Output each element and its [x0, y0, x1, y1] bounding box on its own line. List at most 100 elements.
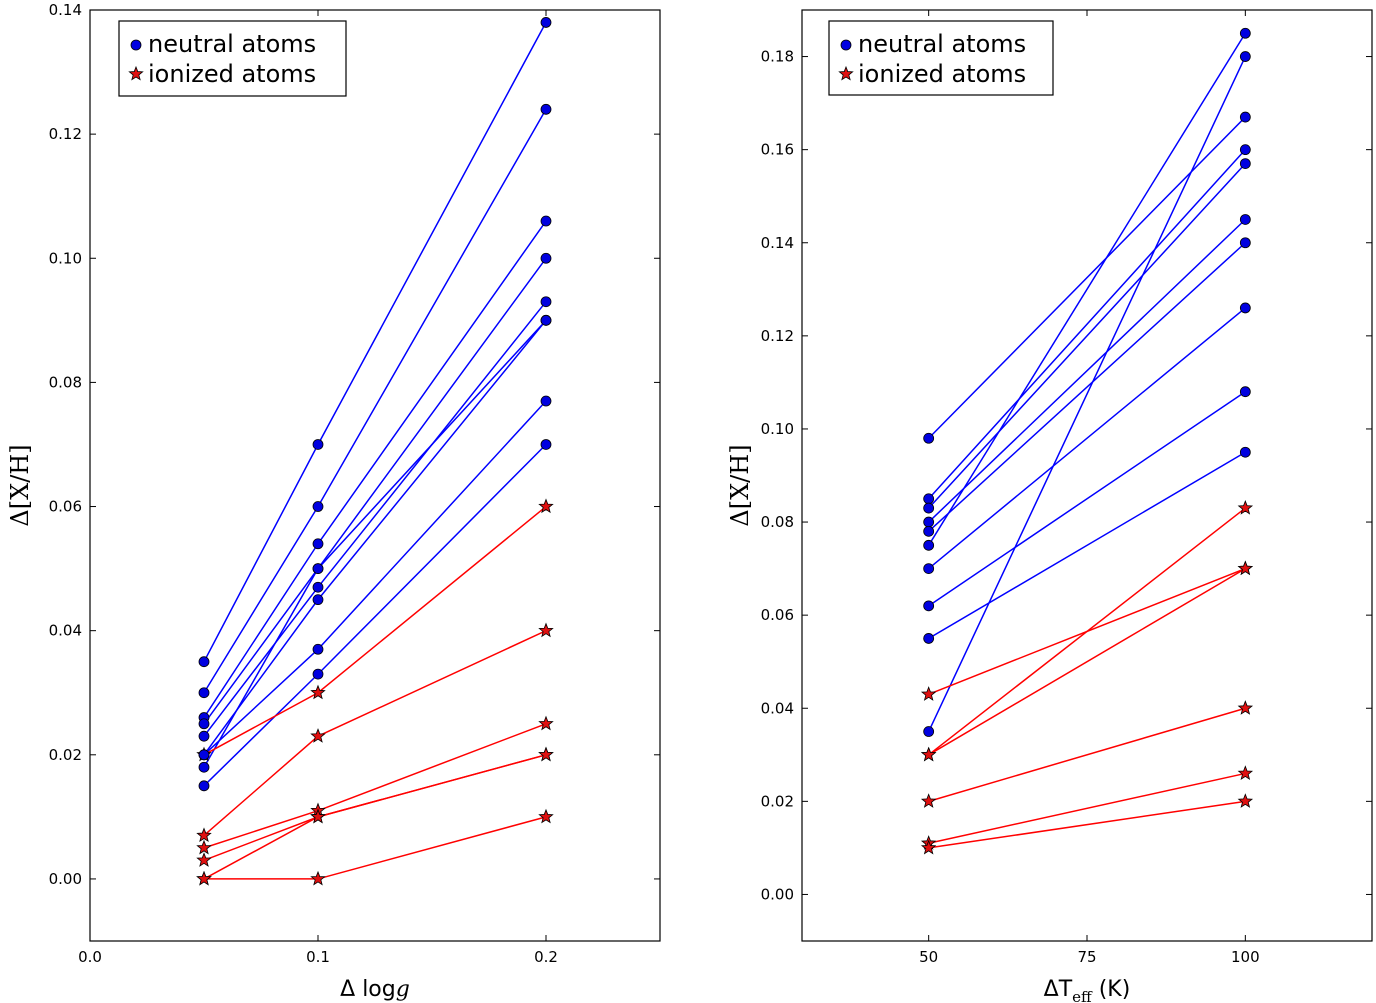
neutral-point: [923, 539, 935, 551]
ionized-point: [538, 622, 554, 638]
neutral-point: [312, 538, 324, 550]
neutral-point: [198, 780, 210, 792]
legend-ionized-label: ionized atoms: [858, 60, 1026, 88]
ionized-point: [196, 870, 212, 886]
neutral-point: [312, 594, 324, 606]
neutral-point: [540, 439, 552, 450]
legend-neutral-marker: [840, 39, 852, 51]
neutral-point: [540, 296, 552, 308]
y-tick-label: 0.18: [761, 48, 794, 66]
neutral-point: [540, 314, 552, 326]
legend-neutral-label: neutral atoms: [148, 30, 316, 58]
y-tick-label: 0.10: [49, 249, 82, 267]
y-tick-label: 0.04: [761, 699, 794, 717]
ionized-point: [310, 684, 326, 700]
x-axis-label-main: ΔT: [1044, 977, 1073, 1002]
x-axis-label-sub: eff: [1072, 988, 1093, 1003]
ionized-series-line: [928, 800, 1246, 849]
neutral-point: [1239, 51, 1251, 62]
ionized-point: [1237, 765, 1254, 780]
ionized-point: [1237, 793, 1254, 808]
ionized-series-line: [203, 754, 547, 862]
neutral-series-line: [203, 220, 547, 718]
ionized-point: [1237, 700, 1254, 715]
y-tick-label: 0.12: [49, 125, 82, 143]
ionized-point: [196, 827, 212, 843]
neutral-series-line: [928, 218, 1246, 523]
y-tick-label: 0.08: [761, 513, 794, 531]
y-axis-label: Δ[X/H]: [6, 444, 34, 526]
x-tick-label: 100: [1231, 948, 1260, 966]
ionized-point: [538, 715, 554, 731]
right-panel-teff: 0.00 0.02 0.04 0.06 0.08 0.10 0.12 0.14 0.16 0.18…: [726, 9, 1373, 1003]
neutral-series-line: [928, 116, 1246, 439]
neutral-point: [312, 581, 324, 593]
ionized-series-line: [203, 629, 547, 837]
y-tick-label: 0.08: [49, 373, 82, 391]
legend-box: [118, 20, 347, 97]
legend-ionized-label: ionized atoms: [148, 60, 316, 88]
ionized-series-line: [204, 816, 547, 880]
neutral-point: [1239, 386, 1251, 398]
x-axis-label: Δ logg: [340, 977, 410, 1002]
y-tick-label: 0.04: [49, 622, 82, 640]
y-tick-label: 0.00: [761, 885, 794, 903]
ionized-point: [196, 839, 212, 855]
x-tick-label: 0.1: [306, 948, 330, 966]
neutral-point: [1239, 111, 1251, 123]
neutral-point: [198, 718, 210, 730]
x-tick-label: 50: [919, 948, 938, 966]
neutral-series-line: [928, 149, 1246, 500]
neutral-point: [923, 563, 935, 574]
neutral-series-line: [203, 22, 547, 663]
neutral-point: [540, 395, 552, 407]
ionized-point: [920, 746, 937, 762]
neutral-series-line: [928, 242, 1246, 532]
neutral-point: [923, 493, 935, 505]
y-tick-label: 0.16: [761, 141, 794, 159]
ionized-series-line: [928, 567, 1246, 756]
neutral-point: [923, 633, 935, 644]
legend-neutral-marker: [130, 39, 142, 51]
axes-frame: [89, 9, 661, 942]
neutral-series-line: [203, 443, 547, 787]
y-tick-label: 0.06: [49, 498, 82, 516]
neutral-point: [923, 516, 935, 528]
neutral-point: [1239, 302, 1251, 314]
ionized-series-line: [928, 707, 1246, 803]
y-tick-label: 0.02: [49, 746, 82, 764]
neutral-series-line: [203, 319, 547, 756]
ionized-point: [310, 870, 326, 886]
neutral-point: [923, 502, 935, 514]
neutral-point: [1239, 214, 1251, 225]
left-panel-logg: 0.00 0.02 0.04 0.06 0.08 0.10 0.12 0.14 0.0 0.1 0.…: [6, 1, 661, 1002]
y-tick-label: 0.10: [761, 420, 794, 438]
neutral-point: [312, 668, 324, 680]
legend-box: [828, 20, 1054, 96]
ionized-point: [538, 498, 554, 514]
neutral-point: [540, 252, 552, 264]
ionized-point: [1237, 560, 1254, 576]
ionized-series-line: [203, 505, 547, 756]
neutral-series-line: [928, 32, 1246, 546]
neutral-point: [312, 501, 324, 512]
neutral-point: [198, 687, 210, 699]
ionized-point: [920, 793, 937, 808]
neutral-point: [540, 103, 552, 115]
ionized-point: [538, 746, 554, 762]
ionized-point: [920, 839, 937, 855]
y-tick-label: 0.00: [49, 870, 82, 888]
neutral-series-line: [928, 307, 1246, 570]
ionized-point: [196, 852, 212, 867]
neutral-point: [923, 600, 935, 612]
y-axis-label: Δ[X/H]: [726, 444, 754, 526]
x-axis-label: ΔTeff (K): [1044, 977, 1131, 1003]
neutral-series-line: [203, 319, 547, 768]
neutral-point: [1239, 144, 1251, 156]
neutral-series-line: [203, 301, 547, 737]
axes-frame: [801, 9, 1373, 942]
neutral-point: [312, 643, 324, 655]
neutral-point: [1239, 27, 1251, 39]
